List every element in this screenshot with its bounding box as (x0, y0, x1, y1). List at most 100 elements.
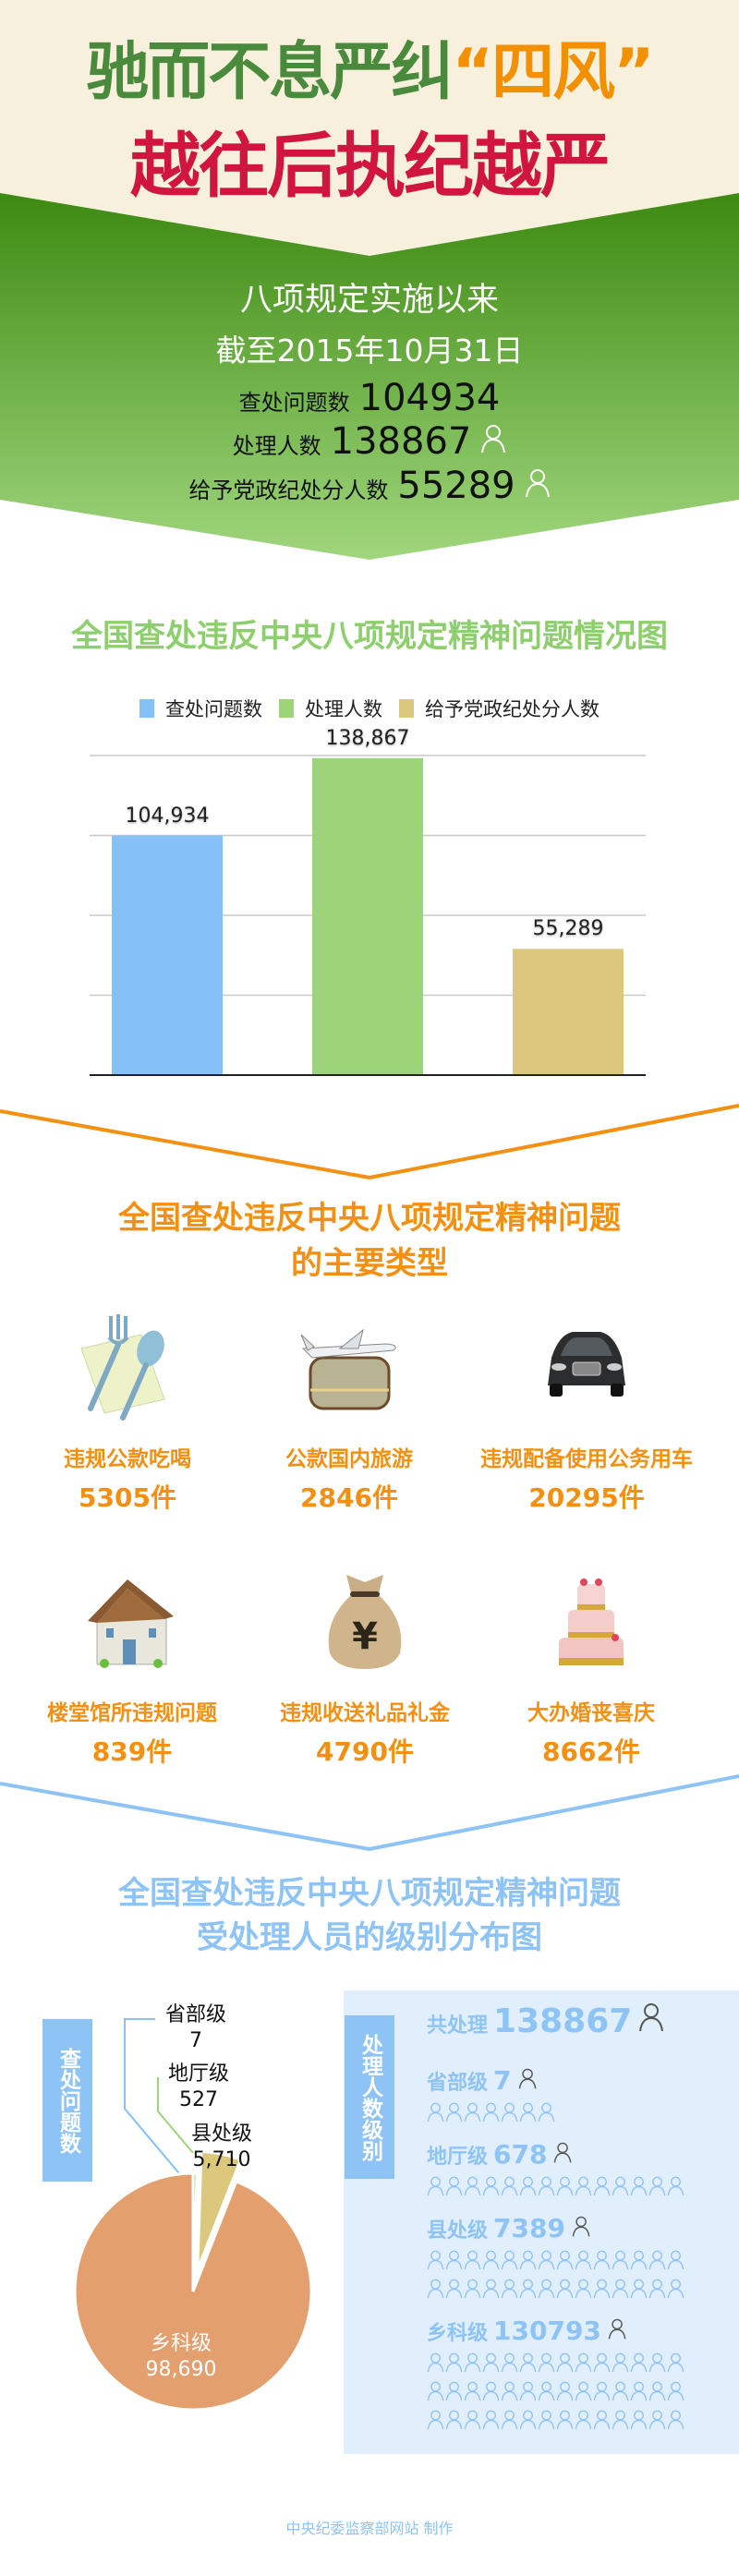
person-icon (630, 2279, 648, 2299)
headline-line1: 驰而不息严纠“四风” (0, 20, 739, 112)
person-icon (575, 2250, 592, 2270)
person-icon (667, 2410, 684, 2430)
person-icon (593, 2352, 611, 2373)
person-icon (464, 2250, 481, 2270)
level-value: 678 (493, 2139, 548, 2170)
person-icon (519, 2250, 537, 2270)
person-icon (538, 2410, 555, 2430)
total-label: 共处理 (427, 2014, 489, 2038)
pie-slice (73, 2171, 313, 2412)
stat-value: 138867 (330, 420, 472, 463)
person-icon (445, 2250, 463, 2270)
pie-slice (196, 2150, 243, 2271)
person-icon (538, 2102, 555, 2122)
person-icon (427, 2381, 444, 2401)
pie-label-value: 7 (189, 2029, 202, 2052)
pie-chart (73, 2018, 313, 2412)
svg-text:¥: ¥ (352, 1615, 378, 1658)
person-icon (593, 2176, 611, 2196)
type-count: 8662件 (542, 1736, 640, 1767)
person-icon (538, 2250, 555, 2270)
person-icon (427, 2410, 444, 2430)
person-icon (608, 2318, 626, 2340)
bar-chart-legend: 查处问题数 处理人数 给予党政纪处分人数 (0, 695, 739, 722)
subtitle: 八项规定实施以来 (239, 282, 499, 319)
headline-text: 驰而不息严纠 (86, 36, 454, 109)
orange-chevron-divider (0, 1104, 739, 1180)
person-icon (445, 2102, 463, 2122)
level-row: 乡科级 130793 (427, 2316, 627, 2346)
person-icon (445, 2410, 463, 2430)
plane-luggage-icon (300, 1328, 396, 1410)
person-icon (593, 2381, 611, 2401)
person-icon (501, 2381, 518, 2401)
type-count: 839件 (91, 1736, 173, 1767)
person-icon (612, 2250, 629, 2270)
pie-label-county: 县处级 5,710 (166, 2122, 277, 2173)
leader-line-prefecture (157, 2077, 194, 2154)
person-icon (464, 2176, 481, 2196)
stat-label: 处理人数 (232, 433, 321, 459)
type-label: 楼堂馆所违规问题 (47, 1701, 217, 1725)
pictogram-row (427, 2352, 684, 2430)
person-icon (482, 2410, 500, 2430)
person-icon (630, 2410, 648, 2430)
person-icon (630, 2381, 648, 2401)
bar-value-label: 104,934 (125, 804, 210, 828)
person-icon (667, 2176, 684, 2196)
legend-item: 查处问题数 (139, 695, 262, 722)
house-icon (88, 1579, 174, 1668)
person-icon (648, 2381, 666, 2401)
person-icon (464, 2102, 481, 2122)
person-icon (612, 2279, 629, 2299)
person-icon (667, 2352, 684, 2373)
legend-swatch (399, 699, 414, 718)
person-icon (482, 2279, 500, 2299)
pictogram-row (427, 2102, 555, 2122)
person-icon (519, 2176, 537, 2196)
person-icon (481, 425, 506, 454)
types-title-line2: 的主要类型 (291, 1245, 448, 1282)
person-icon (593, 2250, 611, 2270)
person-icon (554, 2142, 572, 2163)
pie-label-value: 5,710 (192, 2148, 251, 2171)
person-icon (612, 2381, 629, 2401)
bar (513, 949, 624, 1075)
person-icon (648, 2250, 666, 2270)
legend-swatch (279, 699, 294, 718)
type-count: 4790件 (316, 1736, 414, 1767)
person-icon (501, 2102, 518, 2122)
person-icon (556, 2176, 574, 2196)
legend-item: 给予党政纪处分人数 (399, 695, 600, 722)
person-icon (427, 2176, 444, 2196)
levels-title-line2: 受处理人员的级别分布图 (197, 1919, 542, 1956)
person-icon (612, 2352, 629, 2373)
person-icon (608, 2318, 626, 2340)
pie-label-value: 98,690 (145, 2358, 217, 2381)
type-count: 20295件 (528, 1482, 645, 1513)
legend-swatch (139, 699, 154, 718)
pictogram-row (427, 2250, 684, 2299)
person-icon (667, 2250, 684, 2270)
person-icon (464, 2381, 481, 2401)
type-label: 违规公款吃喝 (64, 1447, 191, 1471)
person-icon (501, 2176, 518, 2196)
person-icon (464, 2410, 481, 2430)
person-icon (519, 2102, 537, 2122)
money-bag-icon: ¥ (328, 1575, 402, 1669)
pie-label-name: 省部级 (164, 2003, 226, 2026)
person-icon (519, 2410, 537, 2430)
legend-label: 处理人数 (305, 698, 382, 720)
bar-chart-title: 全国查处违反中央八项规定精神问题情况图 (71, 618, 668, 655)
levels-side-label: 处理人数级别 (345, 2015, 394, 2179)
person-icon (575, 2381, 592, 2401)
person-icon (427, 2250, 444, 2270)
pie-label-prefecture: 地厅级 527 (143, 2062, 254, 2113)
bar-chart (90, 755, 646, 1076)
cake-icon (559, 1578, 624, 1665)
legend-label: 查处问题数 (165, 698, 262, 720)
person-icon (501, 2352, 518, 2373)
person-icon (648, 2176, 666, 2196)
legend-item: 处理人数 (279, 695, 382, 722)
types-title-line1: 全国查处违反中央八项规定精神问题 (118, 1200, 621, 1237)
